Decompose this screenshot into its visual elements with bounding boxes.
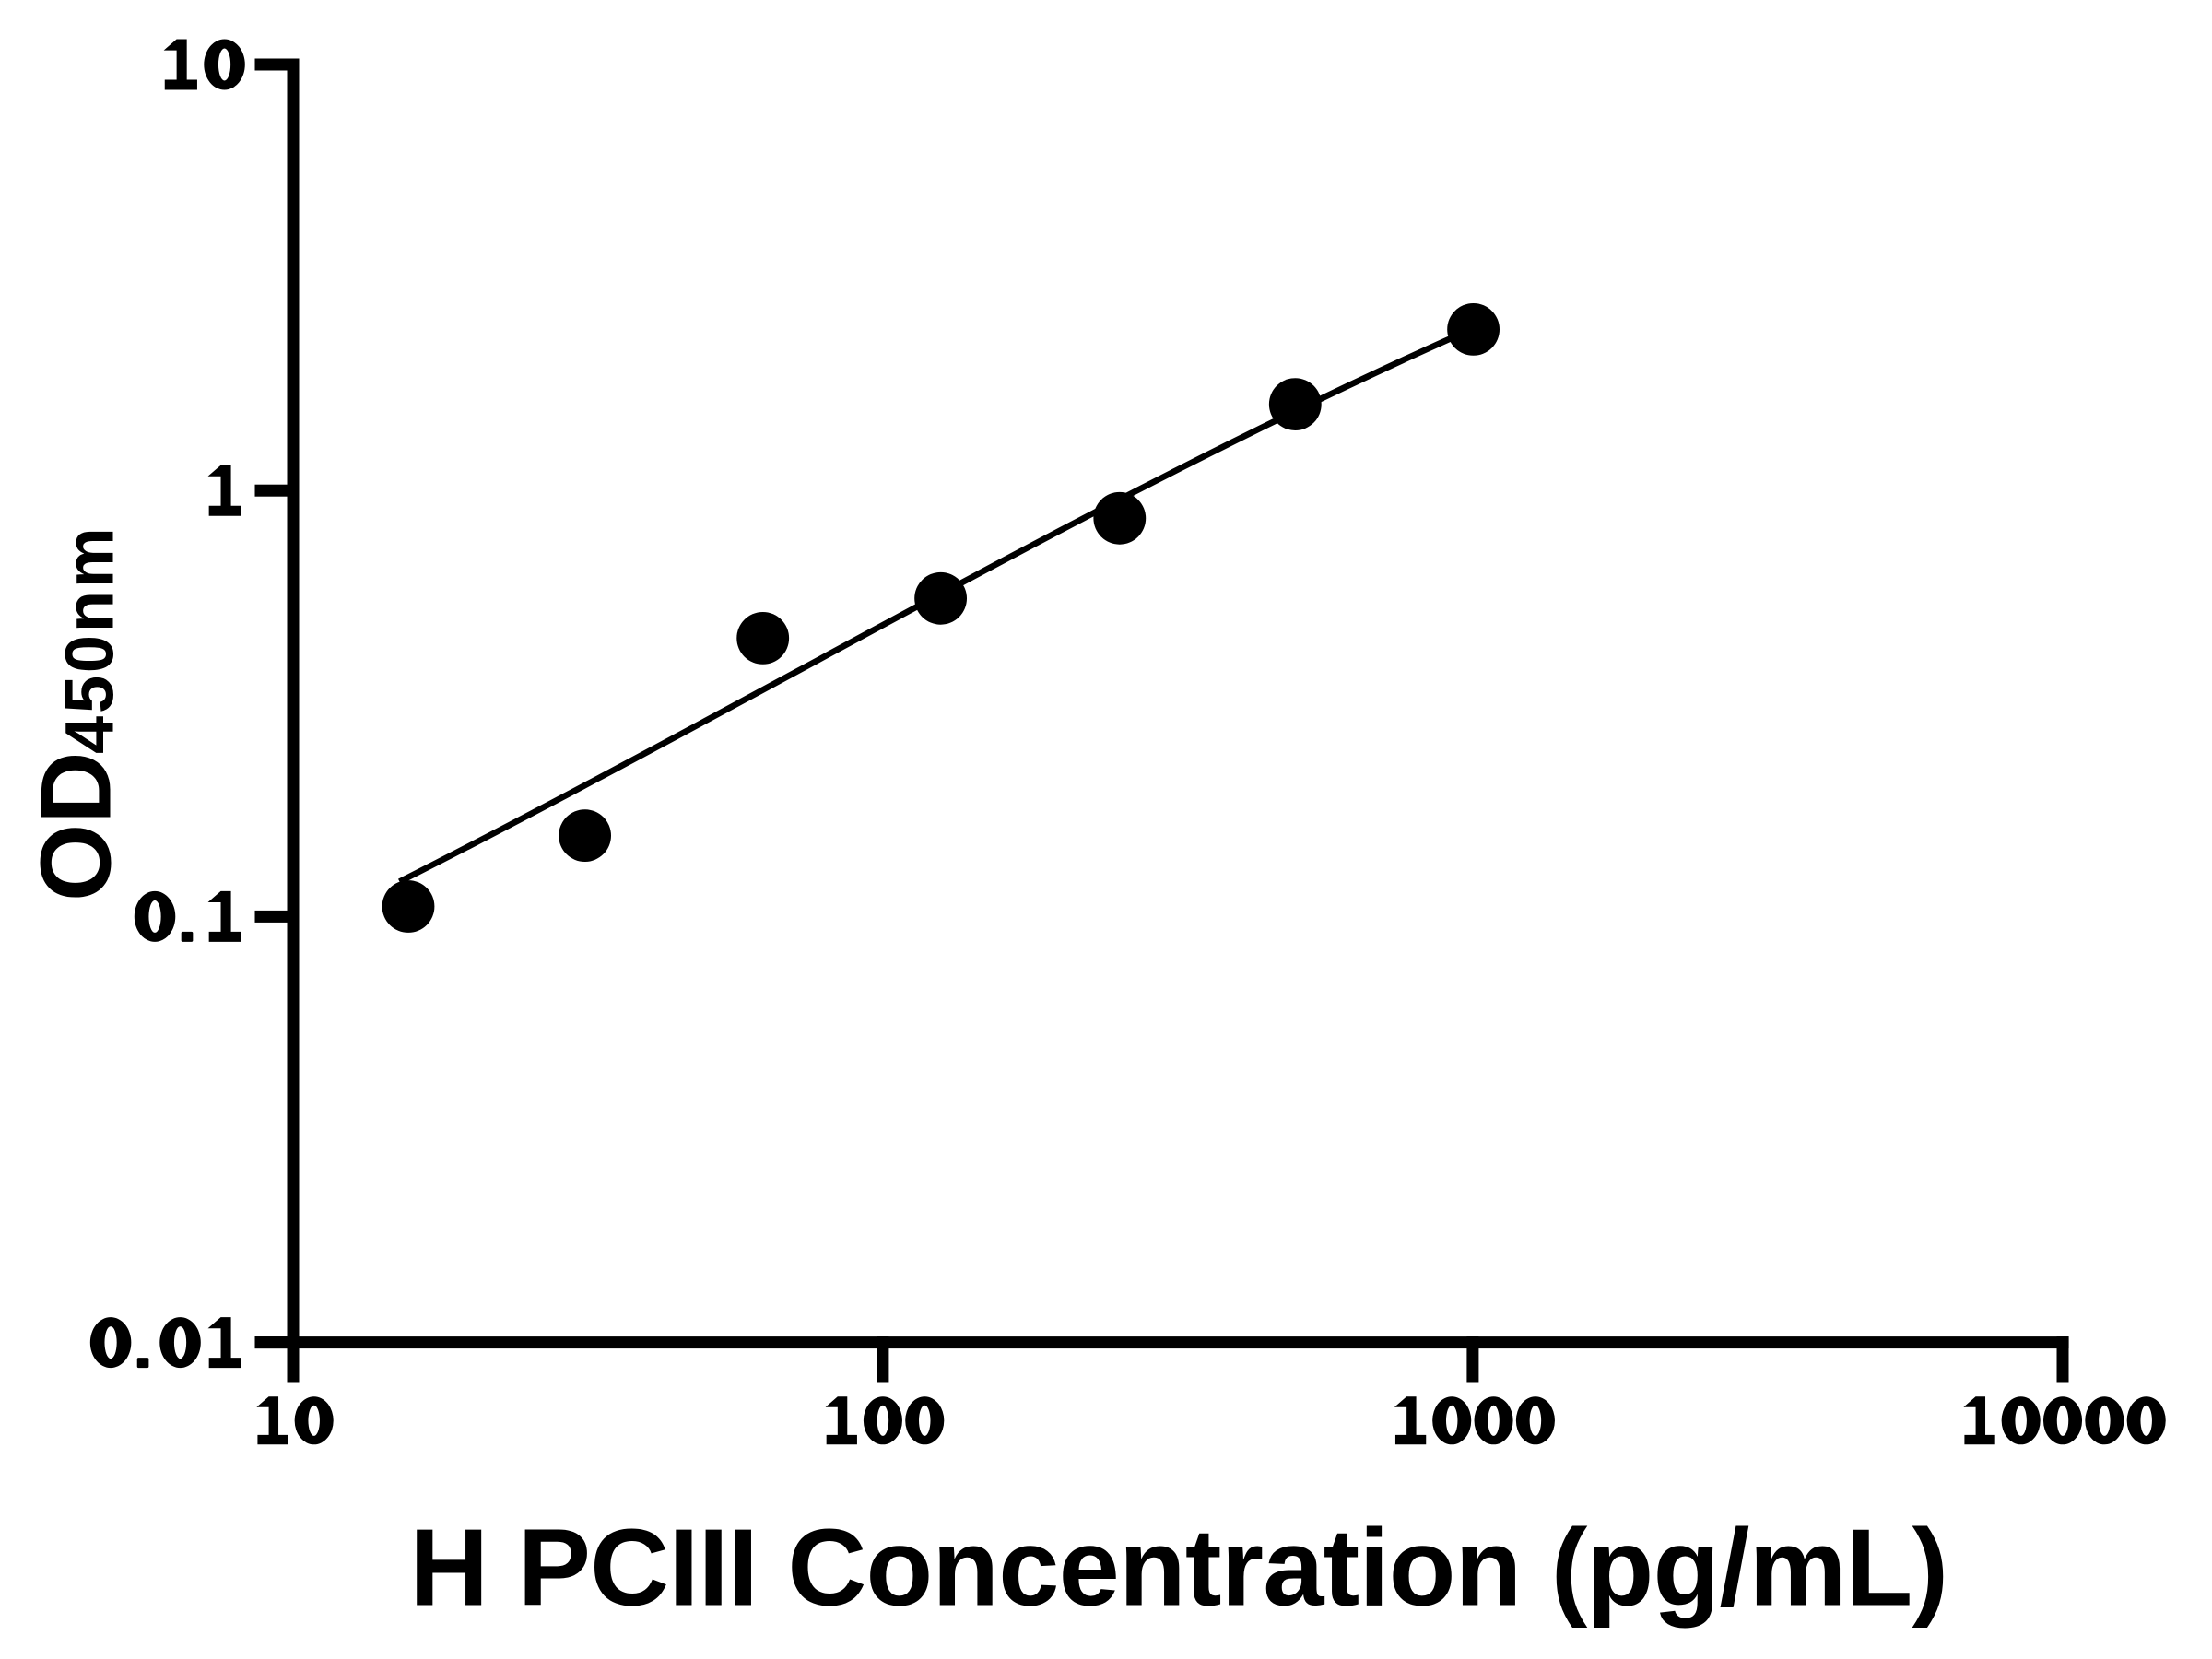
svg-text:OD: OD xyxy=(20,751,132,901)
svg-text:H PCIII Concentration (pg/mL): H PCIII Concentration (pg/mL) xyxy=(409,1507,1947,1630)
svg-text:450nm: 450nm xyxy=(52,525,128,754)
